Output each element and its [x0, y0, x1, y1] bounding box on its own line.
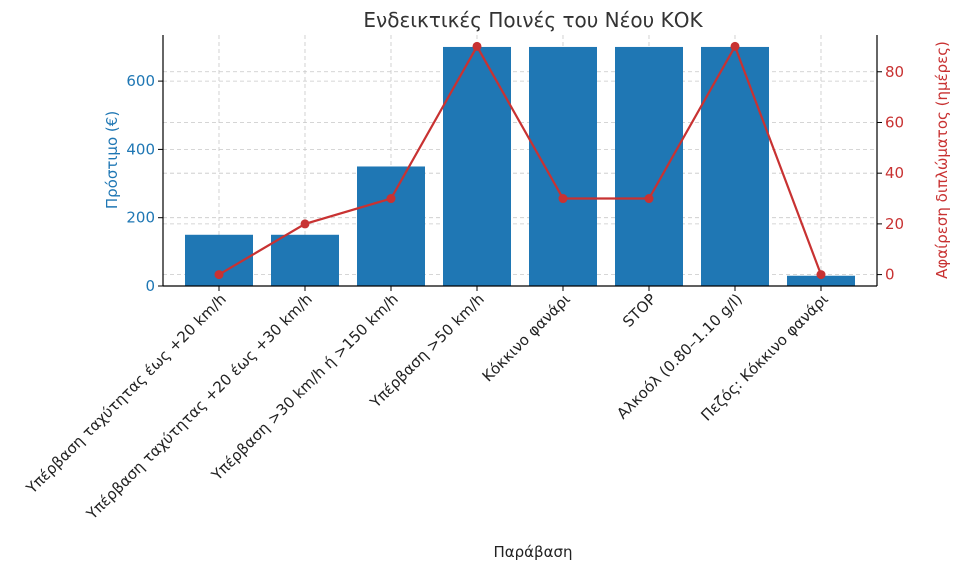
line-series [214, 41, 826, 280]
axes [162, 35, 878, 287]
line-point [816, 270, 826, 280]
line-point [472, 41, 482, 51]
right-tick-label: 80 [885, 63, 904, 81]
left-y-ticks: 0 200 400 600 [126, 72, 163, 295]
right-y-ticks: 0 20 40 60 80 [877, 63, 904, 284]
bar [271, 234, 339, 286]
left-tick-label: 600 [126, 72, 155, 90]
right-tick-label: 40 [885, 164, 904, 182]
x-axis-label: Παράβαση [493, 543, 572, 561]
x-ticks: Υπέρβαση ταχύτητας έως +20 km/hΥπέρβαση … [22, 286, 832, 524]
chart-title: Ενδεικτικές Ποινές του Νέου ΚΟΚ [363, 8, 703, 32]
bar [701, 46, 769, 287]
bar [357, 166, 425, 286]
line-point [386, 194, 396, 204]
bar [529, 46, 597, 287]
y-axis-label: Πρόστιμο (€) [103, 111, 121, 209]
x-tick-label: STOP [619, 290, 660, 331]
line-point [214, 270, 224, 280]
right-tick-label: 0 [885, 266, 895, 284]
right-tick-label: 60 [885, 113, 904, 131]
line-point [644, 194, 654, 204]
x-tick-label: Κόκκινο φανάρι [479, 290, 574, 385]
grid [163, 35, 877, 287]
left-tick-label: 200 [126, 209, 155, 227]
line-series-path [218, 43, 823, 276]
left-tick-label: 400 [126, 140, 155, 158]
line-point [558, 194, 568, 204]
bar-series [185, 46, 855, 287]
bar [615, 46, 683, 287]
y2-axis-label: Αφαίρεση διπλώματος (ημέρες) [933, 41, 951, 279]
left-tick-label: 0 [145, 277, 155, 295]
right-tick-label: 20 [885, 215, 904, 233]
bar [787, 275, 855, 286]
bar [443, 46, 511, 287]
line-point [300, 219, 310, 229]
x-tick-label: Υπέρβαση >30 km/h ή >150 km/h [207, 290, 402, 485]
line-point [730, 41, 740, 51]
